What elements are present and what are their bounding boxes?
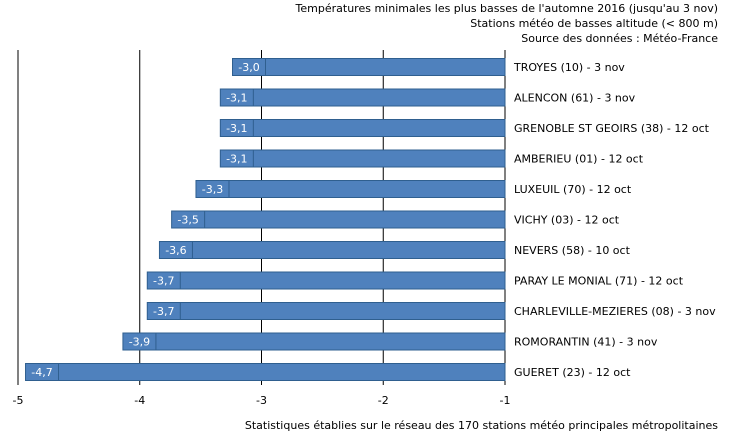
category-label: ALENCON (61) - 3 nov <box>514 92 636 105</box>
data-label: -4,7 <box>31 366 52 379</box>
bar <box>54 363 506 381</box>
x-tick-label: -1 <box>500 394 511 407</box>
data-label-box <box>25 363 60 381</box>
category-label: NEVERS (58) - 10 oct <box>514 244 631 257</box>
data-label-box <box>146 271 181 290</box>
bar <box>248 119 506 137</box>
data-label-box <box>158 241 193 259</box>
data-label: -3,1 <box>226 92 247 105</box>
chart-footer-note: Statistiques établies sur le réseau des … <box>244 419 718 432</box>
data-label: -3,1 <box>226 122 247 135</box>
data-label-box <box>195 180 230 198</box>
data-label: -3,7 <box>153 275 174 288</box>
bar <box>175 271 506 290</box>
chart-header: Températures minimales les plus basses d… <box>296 1 718 46</box>
chart-subtitle: Stations météo de basses altitude (< 800… <box>470 17 718 30</box>
data-label-box <box>219 88 254 107</box>
category-label: GUERET (23) - 12 oct <box>514 366 631 379</box>
bar <box>261 58 506 76</box>
data-label: -3,6 <box>165 244 186 257</box>
data-label-box <box>219 149 254 168</box>
data-label: -3,7 <box>153 305 174 318</box>
x-tick-label: -4 <box>134 394 145 407</box>
bar <box>175 302 506 320</box>
category-label: PARAY LE MONIAL (71) - 12 oct <box>514 275 684 288</box>
x-tick-label: -5 <box>13 394 24 407</box>
category-label: VICHY (03) - 12 oct <box>514 214 620 227</box>
bar <box>248 149 506 168</box>
category-label: ROMORANTIN (41) - 3 nov <box>514 336 658 349</box>
chart-source: Source des données : Météo-France <box>521 32 718 45</box>
data-label-box <box>171 210 206 229</box>
data-label: -3,9 <box>129 336 150 349</box>
category-label: TROYES (10) - 3 nov <box>513 61 625 74</box>
data-label-box <box>146 302 181 320</box>
category-label: AMBERIEU (01) - 12 oct <box>514 153 644 166</box>
data-label: -3,5 <box>177 214 198 227</box>
x-tick-label: -3 <box>256 394 267 407</box>
bar <box>224 180 506 198</box>
category-label: GRENOBLE ST GEOIRS (38) - 12 oct <box>514 122 710 135</box>
chart-title: Températures minimales les plus basses d… <box>295 2 718 15</box>
data-label-box <box>122 332 157 351</box>
data-label: -3,0 <box>238 61 259 74</box>
bar <box>187 241 506 259</box>
bar <box>151 332 506 351</box>
category-label: LUXEUIL (70) - 12 oct <box>514 183 632 196</box>
data-label-box <box>219 119 254 137</box>
data-label-box <box>232 58 266 76</box>
bar <box>248 88 506 107</box>
data-label: -3,3 <box>202 183 223 196</box>
category-label: CHARLEVILLE-MEZIERES (08) - 3 nov <box>514 305 716 318</box>
bar <box>200 210 506 229</box>
data-label: -3,1 <box>226 153 247 166</box>
x-tick-label: -2 <box>378 394 389 407</box>
